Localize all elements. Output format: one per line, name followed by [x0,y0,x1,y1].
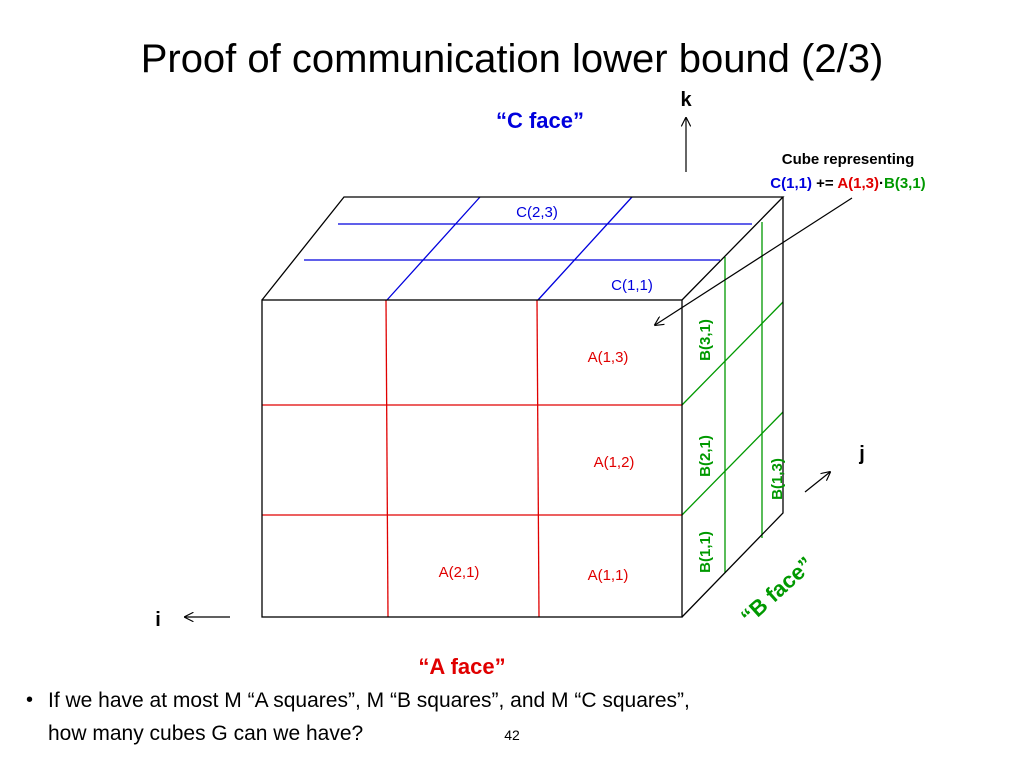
c-face-label: “C face” [496,108,584,133]
slide-title: Proof of communication lower bound (2/3) [141,37,884,81]
b-label: B(3,1) [697,319,714,361]
callout-c: C(1,1) [770,175,812,192]
callout-formula: C(1,1) += A(1,3)·B(3,1) [770,175,925,192]
b-label: B(1,1) [697,531,714,573]
cube [261,196,785,618]
page-number: 42 [504,727,520,743]
axis-i: i [155,609,161,631]
a-label: A(1,2) [594,454,635,471]
a-label: A(1,3) [588,349,629,366]
a-label: A(1,1) [588,567,629,584]
c-label: C(2,3) [516,204,558,221]
axis-j: j [858,443,865,465]
b-label: B(1,3) [769,458,786,500]
axis-k: k [680,89,692,111]
callout-a: A(1,3) [837,175,879,192]
c-label: C(1,1) [611,277,653,294]
b-face-label: “B face” [736,552,818,629]
callout-line: Cube representing [782,151,915,168]
bullet-text: how many cubes G can we have? [48,722,363,745]
bullet-marker: • [26,689,33,711]
arrows [185,118,853,617]
a-label: A(2,1) [439,564,480,581]
callout-dot: · [879,175,884,192]
callout-op: += [816,175,834,192]
callout-b: B(3,1) [884,175,926,192]
b-label: B(2,1) [697,435,714,477]
a-face-label: “A face” [418,654,505,679]
bullet-text: If we have at most M “A squares”, M “B s… [48,689,690,712]
